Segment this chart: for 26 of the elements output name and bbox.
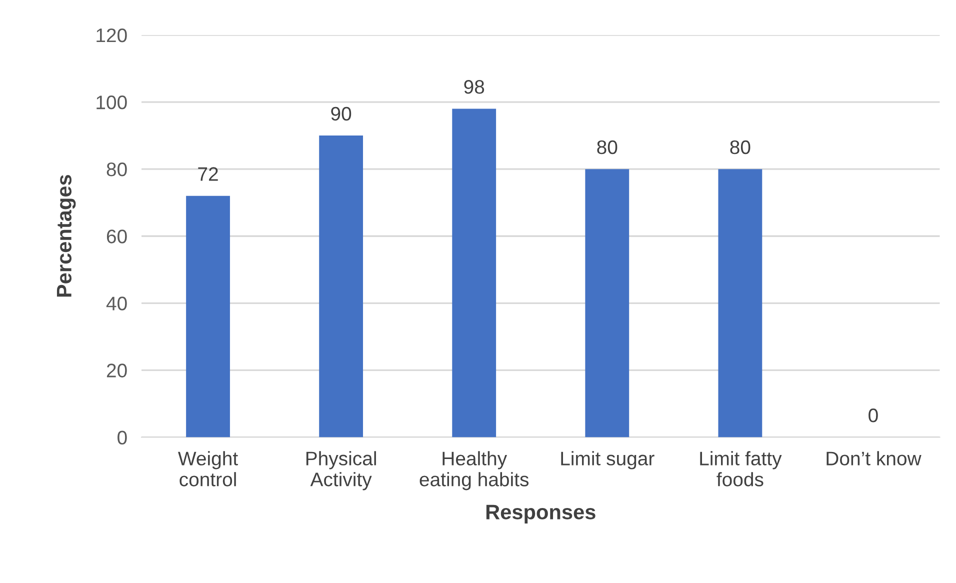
y-axis-title: Percentages: [56, 175, 76, 297]
x-tick-label: Physical Activity: [306, 451, 376, 490]
x-tick-label: Limit fatty foods: [700, 451, 782, 486]
x-tick-label: Limit sugar: [561, 451, 654, 470]
data-label: 80: [597, 140, 618, 154]
data-label: 98: [464, 80, 484, 94]
data-label: 72: [198, 167, 218, 181]
bar: [585, 169, 630, 438]
data-label: 0: [868, 408, 878, 422]
x-tick-label: Healthy eating habits: [420, 451, 529, 490]
y-tick-label: 40: [106, 296, 127, 310]
bar: [452, 108, 496, 438]
y-tick-label: 0: [118, 430, 127, 444]
x-tick-label: Don’t know: [826, 451, 922, 466]
y-tick-label: 100: [96, 95, 127, 110]
y-tick-label: 60: [106, 230, 127, 244]
y-tick-label: 20: [106, 364, 127, 378]
bar: [718, 169, 762, 438]
bar: [186, 196, 230, 438]
bar: [319, 136, 364, 438]
data-label: 80: [730, 140, 750, 154]
data-label: 90: [331, 106, 352, 121]
x-tick-label: Weight control: [178, 451, 238, 486]
y-tick-label: 80: [106, 162, 127, 176]
y-tick-label: 120: [96, 28, 127, 42]
x-axis-title: Responses: [486, 504, 596, 524]
